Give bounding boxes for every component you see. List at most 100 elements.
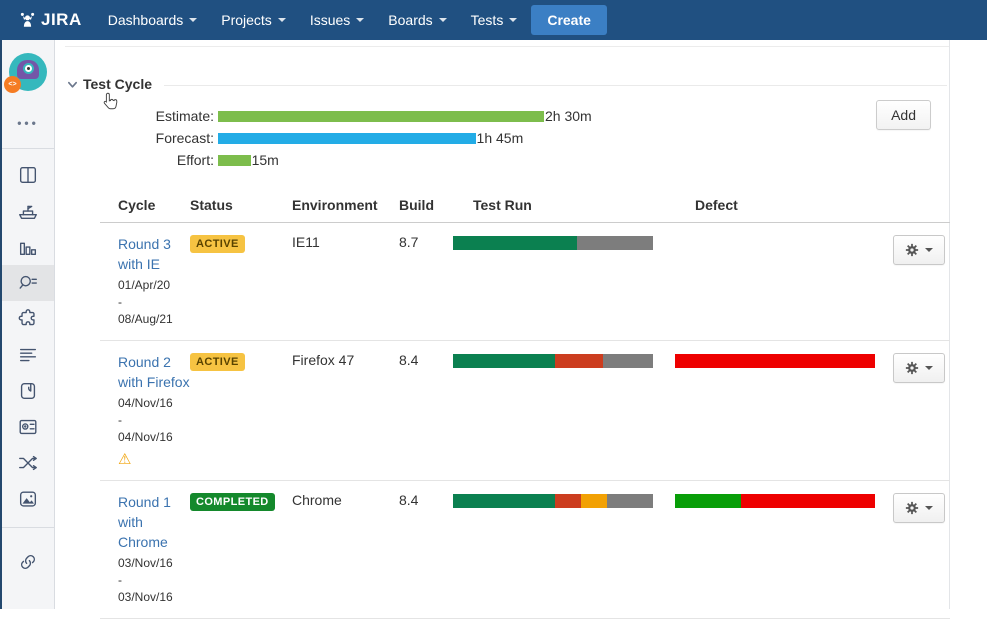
sidebar-item-journal[interactable] (2, 373, 54, 409)
nav-dashboards[interactable]: Dashboards (108, 12, 198, 28)
cycle-link[interactable]: Round 2 with Firefox (118, 354, 190, 390)
cycle-actions-button[interactable] (893, 235, 945, 265)
status-badge: COMPLETED (190, 493, 275, 511)
metric-effort: Effort: 15m (57, 149, 949, 171)
nav-tests[interactable]: Tests (471, 12, 518, 28)
puzzle-icon (18, 309, 35, 326)
hand-cursor-icon (103, 92, 118, 116)
test-cycle-table: Cycle Status Environment Build Test Run … (100, 197, 950, 619)
test-run-bar[interactable] (453, 236, 653, 250)
sidebar-item-contact-card[interactable] (2, 409, 54, 445)
bar-segment (453, 494, 555, 508)
ship-icon (19, 205, 37, 220)
environment-cell: Firefox 47 (292, 352, 355, 368)
add-button[interactable]: Add (876, 100, 931, 130)
create-button[interactable]: Create (531, 5, 607, 35)
test-run-bar[interactable] (453, 494, 653, 508)
test-run-bar[interactable] (453, 354, 653, 368)
columns-board-icon (19, 166, 37, 184)
sidebar-item-image[interactable] (2, 481, 54, 517)
cycle-dates: 03/Nov/16 - 03/Nov/16 (118, 556, 173, 604)
chevron-down-icon (189, 18, 198, 22)
bar-segment (218, 110, 544, 122)
sidebar-divider (2, 527, 54, 528)
bar-segment (453, 236, 577, 250)
defect-bar[interactable] (675, 494, 875, 508)
table-row: Round 1 with Chrome 03/Nov/16 - 03/Nov/1… (100, 481, 950, 619)
project-sidebar: <> ••• (0, 40, 55, 609)
sidebar-item-shuffle[interactable] (2, 445, 54, 481)
top-navigation: JIRA Dashboards Projects Issues Boards T… (0, 0, 987, 40)
metric-label: Forecast: (155, 130, 214, 146)
caret-down-icon (925, 506, 933, 510)
build-cell: 8.4 (399, 352, 419, 368)
journal-icon (20, 382, 36, 400)
estimate-bar (218, 110, 544, 122)
nav-boards[interactable]: Boards (388, 12, 447, 28)
jira-logo-text: JIRA (41, 10, 82, 29)
sidebar-item-releases[interactable] (2, 193, 54, 229)
nav-projects-label: Projects (221, 12, 272, 28)
environment-cell: IE11 (292, 234, 320, 250)
code-badge-icon: <> (4, 76, 21, 93)
metric-estimate: Estimate: 2h 30m (57, 105, 949, 127)
cycle-actions-button[interactable] (893, 353, 945, 383)
metric-label: Effort: (176, 152, 214, 168)
bar-segment (218, 154, 251, 166)
nav-projects[interactable]: Projects (221, 12, 286, 28)
col-header-status: Status (190, 197, 233, 213)
warning-icon: ⚠ (118, 451, 132, 468)
col-header-build: Build (399, 197, 434, 213)
contact-card-icon (19, 419, 37, 435)
caret-down-icon (925, 366, 933, 370)
content-top-divider (65, 46, 949, 47)
chevron-down-icon (356, 18, 365, 22)
bar-segment (603, 354, 653, 368)
jira-mark-icon (20, 12, 35, 27)
cycle-actions-button[interactable] (893, 493, 945, 523)
bar-chart-icon (19, 242, 37, 256)
test-cycle-section-header[interactable]: Test Cycle (67, 76, 949, 92)
bar-segment (555, 494, 581, 508)
bar-segment (581, 494, 607, 508)
sidebar-item-addons[interactable] (2, 301, 54, 337)
chevron-down-icon (438, 18, 447, 22)
col-header-cycle: Cycle (118, 197, 156, 213)
bar-segment (675, 494, 741, 508)
project-avatar[interactable]: <> (4, 53, 47, 93)
cycle-link[interactable]: Round 1 with Chrome (118, 494, 171, 550)
col-header-defect: Defect (695, 197, 738, 213)
chevron-down-icon (509, 18, 518, 22)
metric-label: Estimate: (155, 108, 214, 124)
bar-segment (577, 236, 653, 250)
effort-bar (218, 154, 251, 166)
col-header-actions (893, 197, 950, 213)
sidebar-item-links[interactable] (2, 544, 54, 580)
more-icon[interactable]: ••• (17, 116, 39, 130)
nav-issues[interactable]: Issues (309, 12, 365, 28)
collapse-chevron-icon (68, 81, 77, 88)
table-row: Round 2 with Firefox 04/Nov/16 - 04/Nov/… (100, 341, 950, 481)
bar-segment (675, 354, 875, 368)
sidebar-item-issues-search[interactable] (2, 265, 54, 301)
bar-segment (218, 132, 476, 144)
image-icon (19, 491, 37, 507)
bar-segment (607, 494, 653, 508)
col-header-environment: Environment (292, 197, 378, 213)
sidebar-item-text[interactable] (2, 337, 54, 373)
shuffle-icon (19, 455, 37, 471)
bar-segment (741, 494, 875, 508)
sidebar-item-reports[interactable] (2, 229, 54, 265)
caret-down-icon (925, 248, 933, 252)
sidebar-item-board[interactable] (2, 157, 54, 193)
build-cell: 8.4 (399, 492, 419, 508)
environment-cell: Chrome (292, 492, 342, 508)
defect-bar[interactable] (675, 354, 875, 368)
cycle-link[interactable]: Round 3 with IE (118, 236, 171, 272)
nav-issues-label: Issues (309, 12, 351, 28)
nav-dashboards-label: Dashboards (107, 12, 184, 28)
cycle-dates: 01/Apr/20 - 08/Aug/21 (118, 278, 173, 326)
jira-logo[interactable]: JIRA (18, 10, 82, 30)
gear-icon (905, 501, 919, 515)
metric-value: 2h 30m (545, 108, 592, 124)
